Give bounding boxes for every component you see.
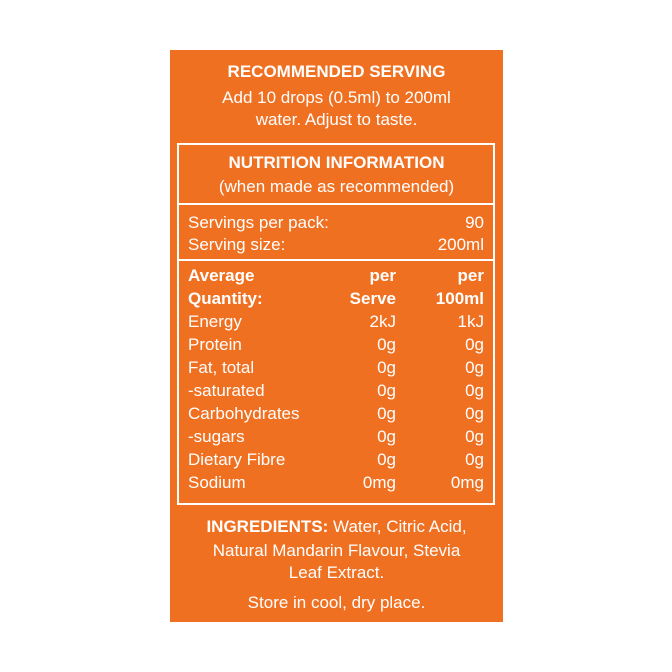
nutrition-title: NUTRITION INFORMATION xyxy=(228,153,445,172)
nutrient-name: Dietary Fibre xyxy=(188,450,286,469)
nutrient-100ml: 0g xyxy=(465,427,484,446)
divider xyxy=(177,203,495,205)
nutrient-name: -saturated xyxy=(188,381,265,400)
nutrient-100ml: 0g xyxy=(465,358,484,377)
nutrient-100ml: 0g xyxy=(465,335,484,354)
ingredients-label: INGREDIENTS: xyxy=(206,517,329,536)
ingredients-line: INGREDIENTS: Water, Citric Acid, xyxy=(170,517,503,537)
storage: Store in cool, dry place. xyxy=(247,593,426,612)
nutrient-serve: 0mg xyxy=(362,473,396,492)
nutrient-100ml: 0g xyxy=(465,404,484,423)
nutrient-100ml: 0g xyxy=(465,381,484,400)
nutrient-serve: 0g xyxy=(377,450,396,469)
header-100ml: per xyxy=(457,266,484,285)
nutrient-serve: 2kJ xyxy=(369,312,396,331)
nutrient-serve: 0g xyxy=(377,427,396,446)
recommended-title: RECOMMENDED SERVING xyxy=(227,62,446,81)
nutrient-name: -sugars xyxy=(188,427,245,446)
nutrient-name: Protein xyxy=(188,335,242,354)
nutrient-100ml: 0mg xyxy=(450,473,484,492)
header-serve: per xyxy=(369,266,396,285)
nutrient-serve: 0g xyxy=(377,404,396,423)
serving-label: Servings per pack: xyxy=(188,213,329,232)
nutrient-name: Fat, total xyxy=(188,358,255,377)
serving-value: 90 xyxy=(465,213,484,232)
ingredients-text: Water, Citric Acid, xyxy=(333,517,467,536)
nutrient-name: Carbohydrates xyxy=(188,404,300,423)
header-serve: Serve xyxy=(349,289,396,308)
nutrient-100ml: 1kJ xyxy=(457,312,484,331)
nutrient-serve: 0g xyxy=(377,381,396,400)
header-name: Quantity: xyxy=(188,289,263,308)
ingredients-line: Leaf Extract. xyxy=(288,563,385,582)
nutrient-name: Energy xyxy=(188,312,242,331)
nutrient-100ml: 0g xyxy=(465,450,484,469)
label-panel xyxy=(170,50,503,622)
nutrient-serve: 0g xyxy=(377,335,396,354)
serving-value: 200ml xyxy=(437,235,484,254)
nutrient-serve: 0g xyxy=(377,358,396,377)
nutrition-box xyxy=(177,143,495,505)
recommended-line: Add 10 drops (0.5ml) to 200ml xyxy=(222,88,451,107)
nutrient-name: Sodium xyxy=(188,473,246,492)
header-100ml: 100ml xyxy=(435,289,484,308)
divider xyxy=(177,259,495,261)
header-name: Average xyxy=(188,266,255,285)
recommended-line: water. Adjust to taste. xyxy=(255,110,418,129)
serving-label: Serving size: xyxy=(188,235,286,254)
nutrition-subtitle: (when made as recommended) xyxy=(218,177,455,196)
ingredients-line: Natural Mandarin Flavour, Stevia xyxy=(212,541,461,560)
